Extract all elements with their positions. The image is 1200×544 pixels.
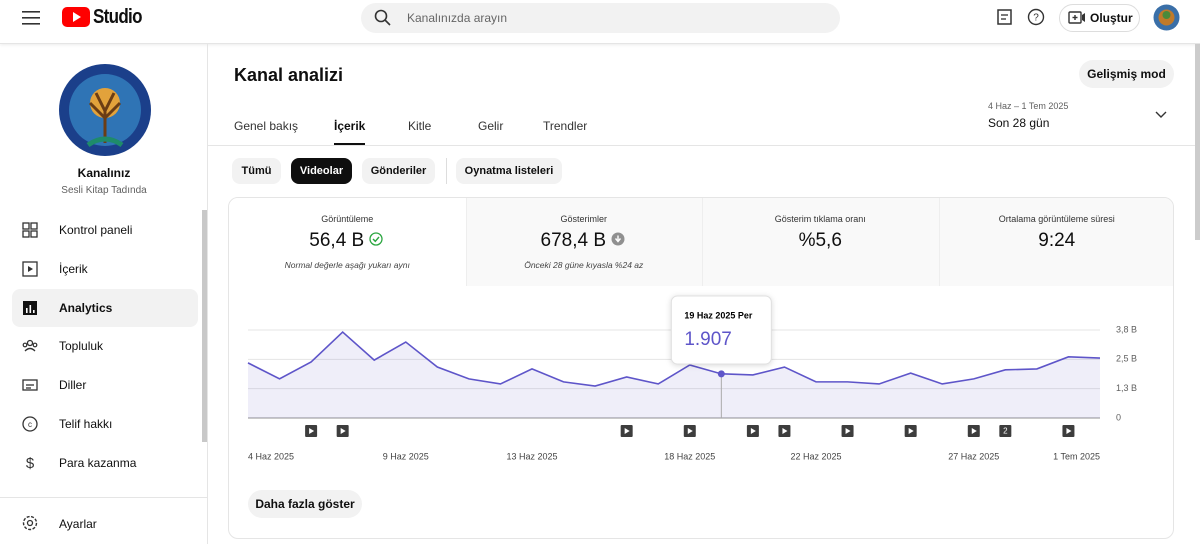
settings-icon	[22, 515, 38, 531]
filter-chip[interactable]: Videolar	[291, 158, 352, 184]
metric-status-icon	[611, 232, 625, 246]
filter-chip[interactable]: Gönderiler	[362, 158, 435, 184]
metric-tab[interactable]	[938, 198, 1173, 286]
tab[interactable]: Kitle	[408, 119, 432, 133]
account-avatar[interactable]	[1153, 4, 1180, 31]
metric-value-text: 56,4 B	[309, 230, 365, 251]
metric-tab[interactable]	[702, 198, 939, 286]
svg-text:$: $	[26, 455, 35, 472]
menu-icon	[22, 340, 38, 352]
metric-value: 56,4 B	[229, 230, 466, 252]
tab[interactable]: Genel bakış	[234, 119, 299, 133]
tab-underline	[334, 143, 365, 145]
menu-item[interactable]: İçerik	[59, 261, 88, 276]
metric-value-text: %5,6	[798, 230, 842, 251]
tab[interactable]: Gelir	[478, 119, 504, 133]
metric-tab[interactable]	[465, 198, 702, 286]
menu-item[interactable]: Telif hakkı	[59, 417, 113, 431]
tab[interactable]: İçerik	[334, 119, 366, 133]
page-scrollbar[interactable]	[1195, 44, 1200, 240]
feedback-icon[interactable]	[996, 8, 1014, 26]
page-title: Kanal analizi	[234, 65, 344, 85]
channel-handle: Sesli Kitap Tadında	[61, 185, 147, 196]
metric-tab[interactable]	[229, 198, 466, 286]
sidebar-border	[207, 44, 208, 544]
metric-note: Normal değerle aşağı yukarı aynı	[284, 260, 410, 270]
logo-icon[interactable]	[62, 7, 90, 27]
chip-separator	[446, 158, 447, 184]
menu-item-highlight	[12, 288, 198, 327]
metric-value-text: 678,4 B	[540, 230, 607, 251]
logo-text[interactable]: Studio	[93, 6, 142, 28]
filter-chip[interactable]: Oynatma listeleri	[456, 158, 562, 184]
period[interactable]: Son 28 gün	[988, 116, 1050, 130]
show-more-button[interactable]: Daha fazla göster	[248, 490, 362, 518]
menu-item[interactable]: Diller	[59, 378, 87, 393]
metric-title: Gösterim tıklama oranı	[774, 214, 866, 224]
create-button[interactable]	[1059, 4, 1140, 32]
metric-value: %5,6	[702, 230, 939, 252]
menu-icon	[22, 261, 38, 277]
sidebar-divider	[0, 497, 207, 498]
create-icon	[1068, 11, 1085, 24]
menu-icon	[22, 222, 38, 238]
search-icon	[374, 9, 391, 26]
help-icon[interactable]: ?	[1027, 8, 1045, 26]
top-bar	[0, 0, 1200, 44]
metric-title: Gösterimler	[560, 214, 607, 224]
channel-avatar[interactable]	[58, 63, 152, 157]
scrollbar[interactable]	[202, 210, 207, 442]
channel-name: Kanalınız	[77, 166, 131, 180]
metric-note: Önceki 28 güne kıyasla %24 az	[524, 260, 644, 270]
menu-icon: $	[26, 455, 35, 472]
menu-icon	[23, 300, 37, 315]
settings-link[interactable]: Ayarlar	[59, 517, 97, 531]
date-range: 4 Haz – 1 Tem 2025	[988, 101, 1069, 111]
search-box[interactable]	[361, 3, 840, 33]
metric-value: 678,4 B	[466, 230, 703, 252]
menu-item[interactable]: Analytics	[59, 300, 113, 315]
metric-value: 9:24	[939, 230, 1174, 252]
menu-icon: c	[22, 416, 38, 432]
metric-value-text: 9:24	[1038, 230, 1076, 251]
svg-text:c: c	[28, 420, 32, 429]
menu-item[interactable]: Para kazanma	[59, 455, 137, 470]
advanced-mode-button[interactable]: Gelişmiş mod	[1079, 60, 1174, 88]
period-dropdown[interactable]	[1154, 110, 1168, 120]
menu-button[interactable]	[22, 9, 42, 27]
header-divider	[208, 145, 1200, 146]
svg-text:?: ?	[1033, 13, 1039, 24]
metric-title: Görüntüleme	[321, 214, 374, 224]
filter-chip[interactable]: Tümü	[232, 158, 281, 184]
create-label: Oluştur	[1090, 11, 1133, 25]
metric-status-icon	[369, 232, 383, 246]
tab[interactable]: Trendler	[543, 119, 588, 133]
menu-item[interactable]: Kontrol paneli	[59, 223, 133, 237]
menu-item[interactable]: Topluluk	[59, 339, 104, 354]
analytics-card: Görüntüleme 56,4 B Normal değerle aşağı yu…	[228, 197, 1174, 539]
search-placeholder: Kanalınızda arayın	[407, 11, 508, 25]
metric-title: Ortalama görüntüleme süresi	[998, 214, 1115, 224]
menu-icon	[22, 379, 38, 391]
